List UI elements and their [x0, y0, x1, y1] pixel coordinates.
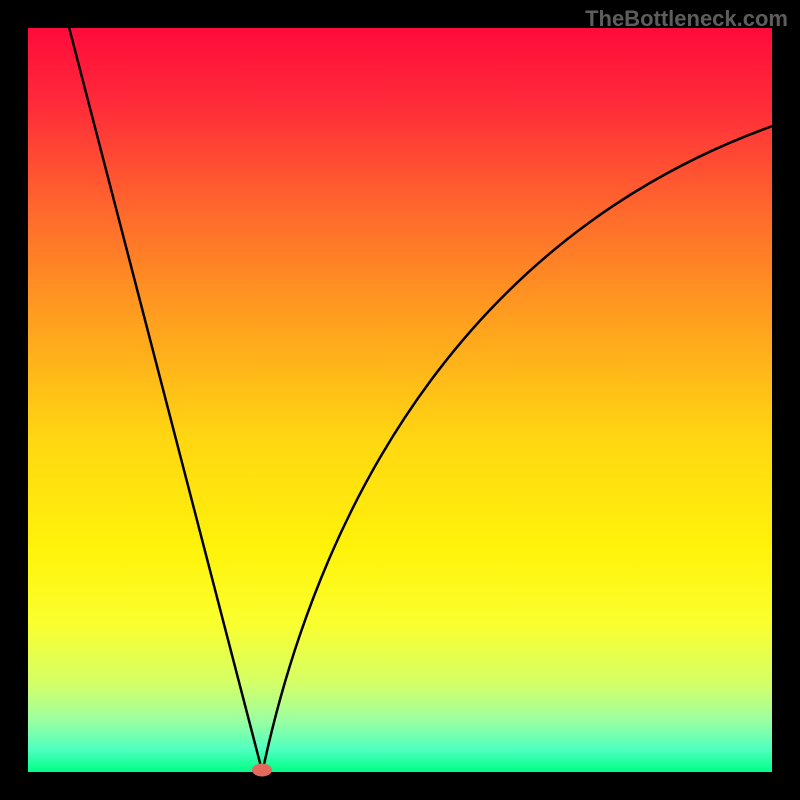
gradient-background — [28, 28, 772, 772]
vertex-marker — [252, 763, 272, 776]
bottleneck-curve — [28, 28, 772, 772]
chart-frame: TheBottleneck.com — [0, 0, 800, 800]
watermark-text: TheBottleneck.com — [585, 6, 788, 32]
plot-area — [28, 28, 772, 772]
